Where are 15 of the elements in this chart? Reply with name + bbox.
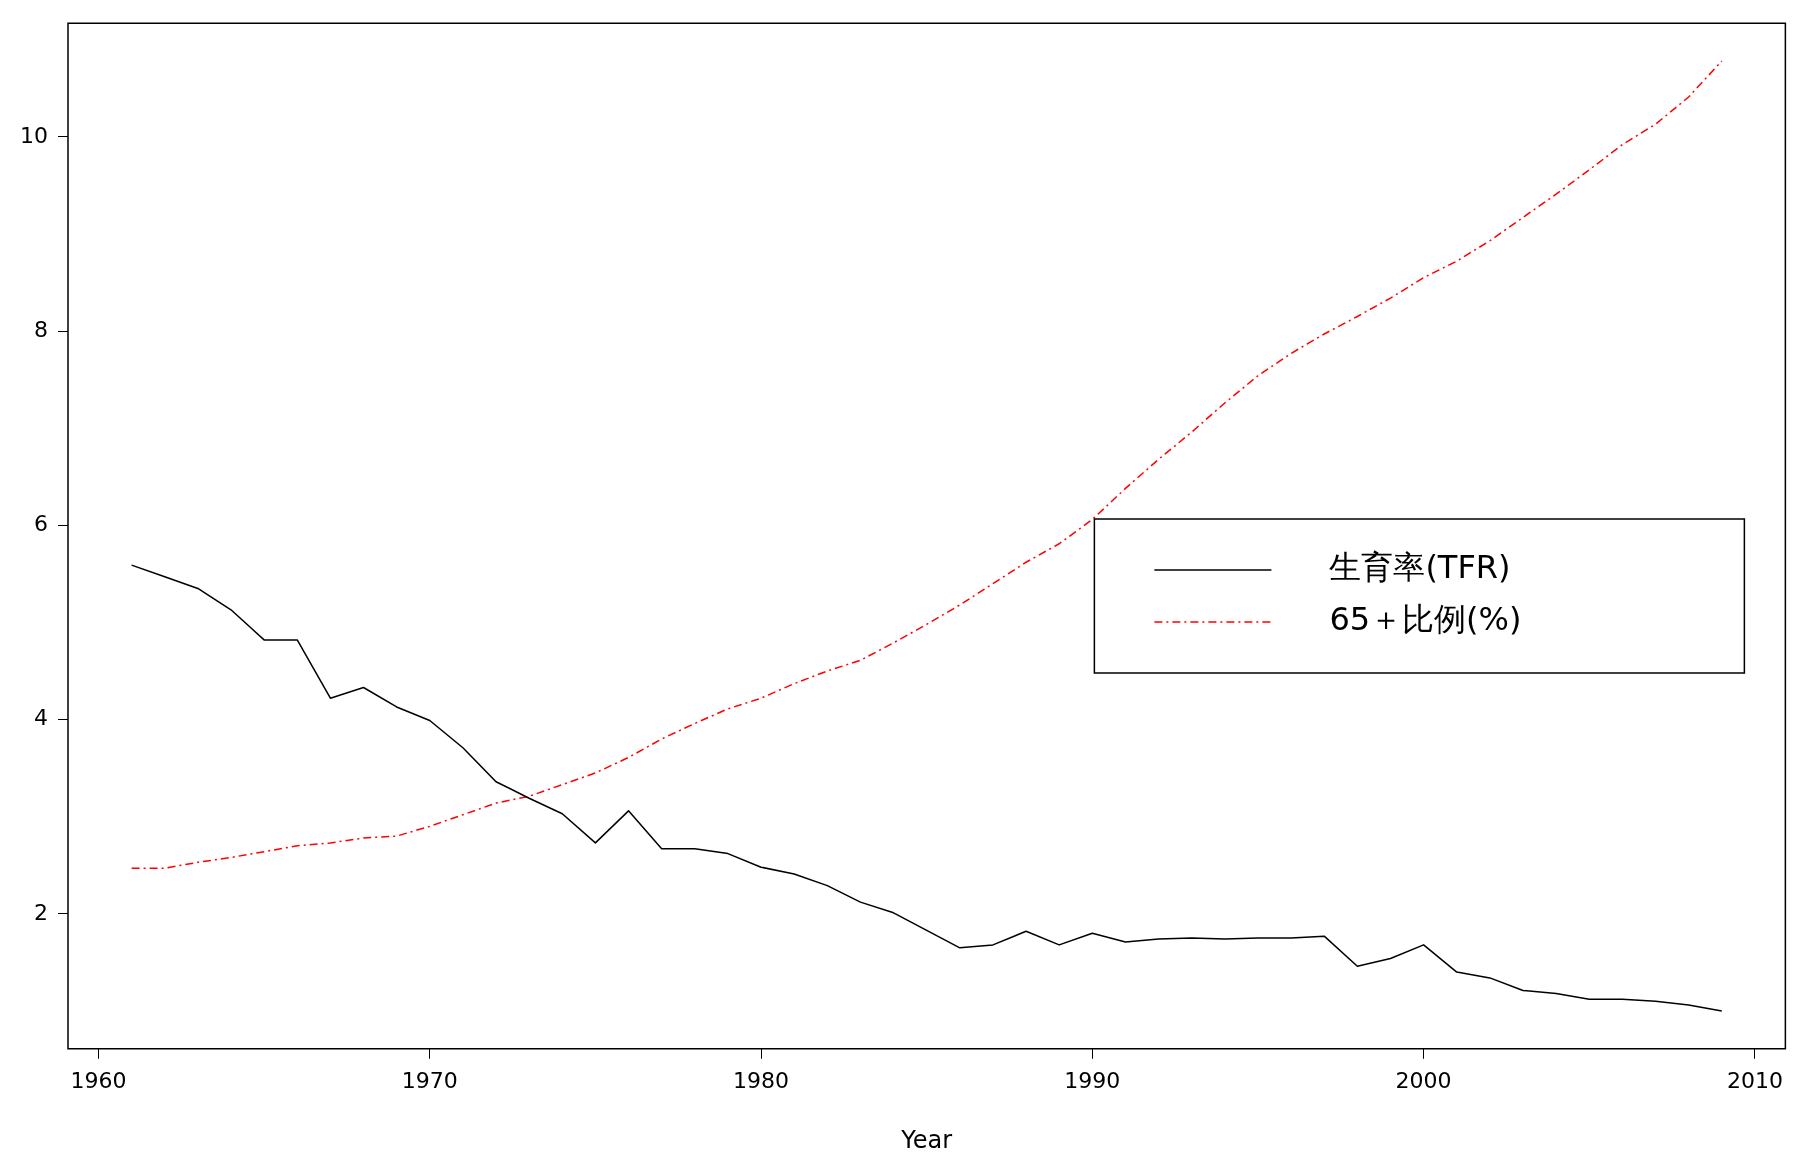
line-series	[130, 60, 1723, 869]
x-tick-label: 1960	[70, 1067, 127, 1093]
y-tick-label: 10	[19, 122, 48, 148]
legend-label: 65＋比例(%)	[1329, 600, 1522, 639]
x-tick-label: 1980	[733, 1067, 790, 1093]
y-tick-label: 6	[33, 511, 48, 537]
x-tick-label: 2010	[1726, 1067, 1783, 1093]
x-tick-label: 2000	[1395, 1067, 1452, 1093]
x-axis-title: Year	[900, 1125, 953, 1154]
y-tick-label: 4	[33, 705, 48, 731]
legend-label: 生育率(TFR)	[1329, 548, 1511, 587]
y-tick-label: 8	[33, 316, 48, 342]
x-tick-label: 1990	[1064, 1067, 1121, 1093]
y-tick-label: 2	[33, 899, 48, 925]
x-tick-label: 1970	[401, 1067, 458, 1093]
